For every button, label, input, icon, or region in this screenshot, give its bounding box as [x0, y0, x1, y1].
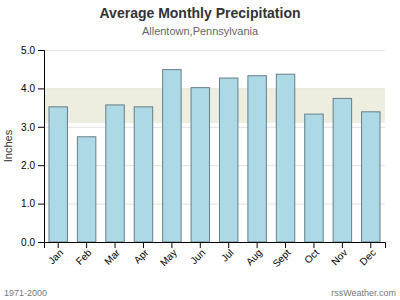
bar	[248, 76, 266, 242]
x-tick-label: Apr	[132, 246, 151, 265]
x-tick: Apr	[132, 242, 151, 266]
bar	[49, 107, 67, 242]
x-tick: Feb	[74, 242, 94, 267]
x-tick: Mar	[102, 242, 122, 267]
y-tick-mark	[38, 88, 44, 89]
bar	[362, 112, 380, 242]
x-tick-mark	[171, 242, 172, 248]
y-tick-label: 1.0	[21, 198, 35, 209]
x-tick: Oct	[302, 242, 321, 266]
y-tick: 3.0	[21, 122, 44, 133]
x-tick-mark	[86, 242, 87, 248]
y-tick-label: 4.0	[21, 83, 35, 94]
y-tick-mark	[38, 204, 44, 205]
x-tick-label: Jun	[188, 247, 207, 266]
x-tick-label: Nov	[329, 247, 349, 267]
bar	[77, 137, 95, 242]
grid-line	[44, 50, 385, 51]
y-tick-mark	[38, 242, 44, 243]
x-tick: Jan	[46, 242, 65, 266]
x-tick: Aug	[244, 242, 264, 267]
y-axis-line	[38, 51, 45, 243]
x-tick-mark	[143, 242, 144, 248]
x-tick-label: Feb	[74, 247, 94, 267]
y-tick-mark	[38, 165, 44, 166]
chart: Average Monthly Precipitation Allentown,P…	[0, 0, 400, 300]
x-tick-label: Oct	[302, 247, 321, 266]
x-tick-mark	[313, 242, 314, 248]
x-axis: Jan Feb Mar Apr May Jun Jul Aug Sept Oct Nov Dec	[45, 242, 386, 269]
bar	[219, 78, 237, 242]
footer: rssWeather.com	[331, 288, 396, 298]
x-tick: Nov	[329, 242, 349, 267]
bar	[134, 107, 152, 242]
y-tick: 2.0	[21, 160, 44, 171]
x-tick-mark	[228, 242, 229, 248]
x-axis-line	[45, 243, 386, 249]
title: Average Monthly Precipitation	[100, 5, 301, 21]
x-tick-mark	[115, 242, 116, 248]
y-tick: 4.0	[21, 83, 44, 94]
x-tick-mark	[342, 242, 343, 248]
y-axis-title: Inches	[2, 129, 14, 162]
x-tick: May	[158, 242, 179, 268]
x-tick: Sept	[270, 242, 292, 269]
x-tick-label: Aug	[244, 247, 264, 267]
plot: 0.0 1.0 2.0 3.0 4.0 5.0 Jan Feb Mar Apr May Jun Jul A…	[2, 45, 386, 270]
y-tick-label: 5.0	[21, 45, 35, 56]
y-tick: 0.0	[21, 237, 44, 248]
y-tick-label: 0.0	[21, 237, 35, 248]
bar	[191, 88, 209, 242]
x-tick: Dec	[358, 242, 378, 267]
x-tick-label: May	[158, 247, 179, 268]
y-tick-label: 3.0	[21, 122, 35, 133]
x-tick-label: Jul	[219, 247, 236, 264]
bar	[106, 105, 124, 242]
x-tick-mark	[257, 242, 258, 248]
y-tick-mark	[38, 127, 44, 128]
x-tick-label: Sept	[270, 247, 292, 269]
x-tick: Jun	[188, 242, 207, 266]
y-tick: 5.0	[21, 45, 44, 56]
x-tick: Jul	[219, 242, 236, 264]
footer: 1971-2000	[4, 288, 47, 298]
subtitle: Allentown,Pennsylvania	[142, 25, 259, 37]
x-tick-mark	[370, 242, 371, 248]
bar	[305, 114, 323, 242]
x-tick-mark	[285, 242, 286, 248]
y-axis: 0.0 1.0 2.0 3.0 4.0 5.0	[21, 45, 44, 248]
y-tick: 1.0	[21, 198, 44, 209]
grid	[44, 51, 385, 243]
y-tick-mark	[38, 50, 44, 51]
bar	[333, 98, 351, 242]
y-tick-label: 2.0	[21, 160, 35, 171]
bar	[163, 70, 181, 242]
x-tick-label: Jan	[46, 247, 65, 266]
bar	[276, 74, 294, 242]
x-tick-label: Dec	[358, 247, 378, 267]
x-tick-mark	[58, 242, 59, 248]
x-tick-label: Mar	[102, 246, 122, 266]
grid-tick	[44, 50, 385, 51]
marks	[44, 70, 385, 242]
x-tick-mark	[200, 242, 201, 248]
